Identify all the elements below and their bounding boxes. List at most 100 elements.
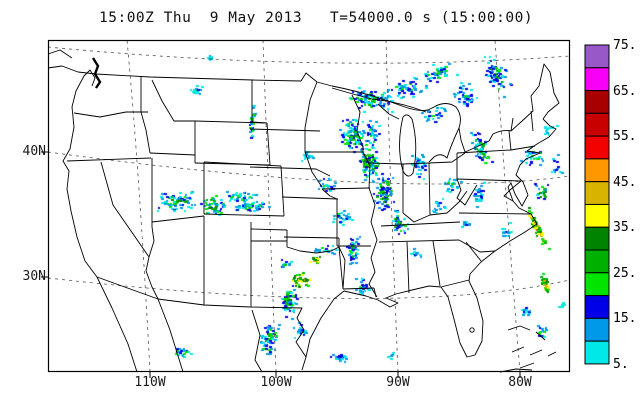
colorbar-cell (584, 158, 610, 183)
graticule-line (47, 46, 571, 64)
colorbar-cell (584, 340, 610, 365)
map-boundary-line (456, 178, 478, 206)
map-boundary-line (428, 152, 466, 164)
graticule-line (47, 277, 571, 299)
map-boundary-line (511, 346, 525, 353)
map-boundary-line (338, 246, 346, 290)
map-boundary-line (458, 212, 532, 215)
map-boundary-line (428, 162, 431, 216)
map-boundary-line (157, 298, 184, 373)
colorbar-tick-label: 15. (613, 311, 637, 326)
map-boundary-line (377, 103, 400, 120)
lon-label-80w: 80W (508, 375, 532, 390)
colorbar (584, 44, 610, 365)
map-boundary-line (508, 130, 536, 151)
map-boundary-line (145, 256, 159, 300)
us-state-map-lines (47, 49, 560, 373)
map-boundary-line (507, 325, 531, 331)
map-boundary-line (66, 157, 152, 162)
map-boundary-line (281, 196, 339, 200)
map-boundary-line (140, 111, 151, 154)
map-boundary-line (458, 239, 496, 253)
colorbar-tick-label: 75. (613, 38, 637, 53)
lon-label-100w: 100W (260, 375, 292, 390)
map-boundary-line (149, 152, 196, 156)
map-boundary-line (503, 180, 522, 202)
map-boundary-line (251, 309, 263, 373)
map-boundary-line (373, 287, 377, 298)
map-boundary-line (547, 351, 557, 357)
map-boundary-line (286, 241, 340, 254)
colorbar-cell (584, 67, 610, 92)
map-boundary-line (402, 190, 468, 223)
map-boundary-line (250, 228, 288, 231)
colorbar-tick-label: 45. (613, 175, 637, 190)
map-boundary-line (148, 226, 155, 258)
map-boundary-line (304, 151, 323, 188)
colorbar-cell (584, 203, 610, 228)
map-boundary-line (301, 118, 557, 371)
colorbar-cell (584, 272, 610, 297)
map-boundary-line (529, 349, 543, 356)
map-boundary-line (368, 187, 378, 298)
map-boundary-line (100, 161, 150, 258)
map-boundary-line (249, 128, 321, 132)
map-boundary-line (283, 236, 340, 239)
map-boundary-line (73, 111, 148, 118)
colorbar-cell (584, 181, 610, 205)
graticule-line (262, 39, 277, 373)
map-boundary-line (96, 276, 138, 373)
graticule-line (494, 39, 521, 373)
lon-label-90w: 90W (386, 375, 410, 390)
lake-okeechobee (469, 327, 475, 333)
map-frame (47, 39, 571, 373)
map-boundary-line (406, 241, 410, 294)
map-boundary-line (440, 279, 470, 288)
map-boundary-line (380, 221, 461, 227)
map-boundary-line (96, 276, 307, 358)
map-boundary-line (62, 69, 98, 278)
map-boundary-line (151, 79, 195, 122)
map-boundary-line (510, 117, 514, 132)
map-boundary-line (249, 166, 331, 177)
map-boundary-line (251, 121, 268, 124)
map-boundary-line (367, 162, 404, 165)
lat-label-30n: 30N (22, 269, 46, 284)
map-boundary-line (203, 213, 285, 217)
map-boundary-line (280, 165, 285, 217)
map-boundary-line (465, 241, 482, 262)
map-boundary-line (402, 162, 430, 165)
graticule-line (126, 39, 151, 373)
map-boundary-line (331, 87, 427, 113)
title-model-time: T=54000.0 s (15:00:00) (330, 10, 534, 26)
colorbar-tick-label: 35. (613, 220, 637, 235)
map-boundary-line (331, 85, 429, 111)
colorbar-tick-label: 55. (613, 129, 637, 144)
graticule-lines (47, 39, 571, 373)
colorbar-cell (584, 112, 610, 137)
map-boundary-line (428, 127, 460, 163)
map-boundary-line (266, 122, 271, 166)
colorbar-cell (584, 90, 610, 114)
puget-sound-coast (91, 57, 102, 89)
map-boundary-line (194, 120, 268, 124)
map-boundary-line (432, 240, 441, 287)
map-boundary-line (342, 287, 375, 290)
colorbar-cell (584, 295, 610, 319)
colorbar-cell (584, 44, 610, 69)
map-boundary-line (378, 239, 460, 243)
title-datetime: 15:00Z Thu 9 May 2013 (99, 10, 303, 26)
map-boundary-line (535, 331, 546, 341)
colorbar-cell (584, 226, 610, 251)
map-boundary-line (321, 188, 338, 246)
map-boundary-line (47, 49, 73, 59)
graticule-line (385, 39, 399, 373)
colorbar-tick-label: 5. (613, 357, 629, 372)
map-boundary-line (304, 81, 318, 152)
colorbar-cell (584, 249, 610, 274)
map-boundary-line (351, 94, 364, 152)
colorbar-cell (584, 317, 610, 342)
